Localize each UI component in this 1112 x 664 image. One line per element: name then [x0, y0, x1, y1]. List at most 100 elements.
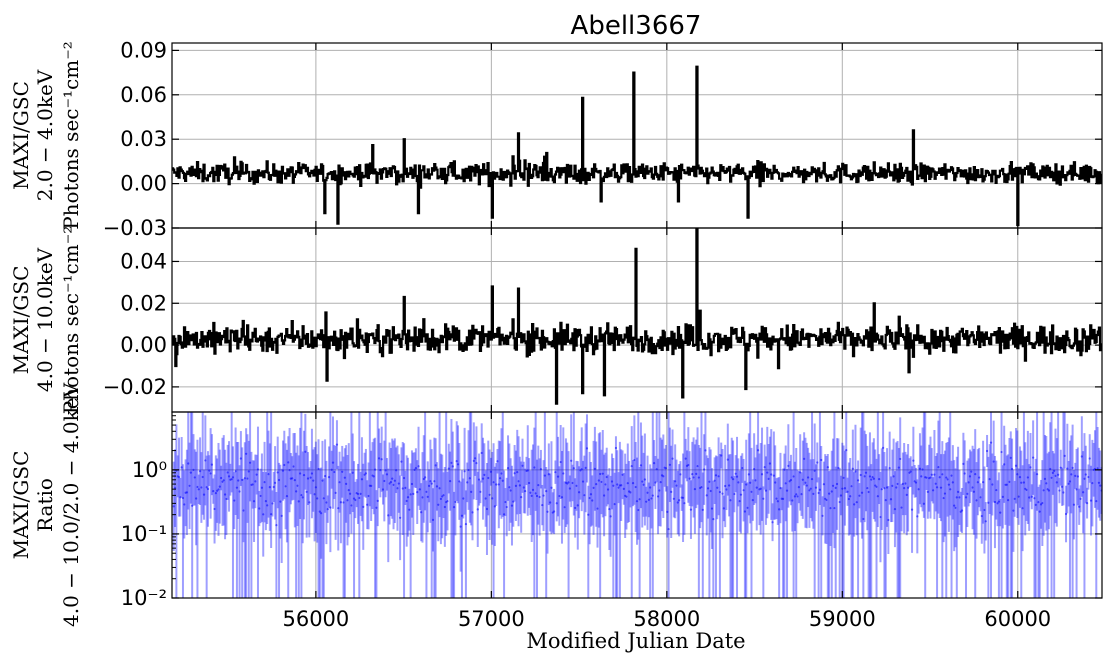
ratio-point: [866, 486, 869, 490]
ratio-point: [546, 510, 549, 513]
ratio-point: [214, 492, 217, 495]
ratio-point: [588, 496, 591, 500]
ratio-point: [883, 487, 886, 490]
ratio-point: [1047, 489, 1051, 492]
ratio-point: [222, 479, 225, 482]
ratio-point: [1033, 497, 1036, 500]
ratio-point: [672, 497, 675, 500]
ratio-point: [567, 481, 570, 484]
ratio-point: [687, 463, 690, 467]
ratio-point: [412, 492, 415, 495]
y-axis-label: Ratio: [33, 478, 57, 532]
ratio-point: [1025, 488, 1028, 492]
ratio-point: [550, 486, 553, 489]
ratio-point: [800, 493, 803, 496]
ratio-point: [408, 508, 411, 511]
ratio-point: [820, 458, 823, 462]
ratio-point: [960, 509, 964, 512]
ratio-point: [1041, 501, 1044, 505]
y-tick-label: 0.04: [120, 249, 167, 273]
ratio-point: [279, 500, 282, 503]
ratio-point: [812, 492, 815, 496]
ratio-point: [1080, 455, 1083, 458]
ratio-point: [505, 505, 508, 509]
ratio-point: [1045, 482, 1048, 485]
ratio-point: [847, 497, 850, 501]
ratio-point: [346, 499, 349, 502]
ratio-point: [313, 493, 316, 496]
ratio-point: [997, 500, 1001, 503]
panel-frame: [171, 411, 1103, 599]
ratio-point: [1058, 489, 1061, 492]
ratio-point: [406, 496, 410, 499]
ratio-point: [388, 482, 391, 485]
ratio-point: [460, 514, 464, 517]
ratio-point: [984, 520, 987, 523]
ratio-point: [574, 506, 577, 510]
ratio-point: [914, 481, 918, 484]
ratio-point: [539, 468, 543, 471]
ratio-point: [999, 511, 1002, 514]
ratio-point: [506, 467, 510, 470]
ratio-point: [560, 496, 564, 499]
ratio-point: [404, 486, 407, 489]
ratio-point: [1034, 503, 1037, 506]
ratio-point: [638, 498, 641, 501]
ratio-point: [855, 501, 858, 504]
ratio-point: [764, 489, 768, 492]
ratio-point: [921, 468, 924, 471]
ratio-point: [517, 480, 520, 483]
ratio-point: [488, 493, 491, 496]
ratio-point: [1053, 469, 1056, 472]
ratio-point: [629, 491, 632, 494]
ratio-point: [708, 480, 711, 483]
ratio-point: [258, 507, 261, 510]
ratio-point: [822, 483, 825, 486]
ratio-point: [967, 481, 970, 484]
ratio-point: [587, 513, 590, 516]
ratio-point: [724, 484, 727, 488]
ratio-point: [1049, 467, 1052, 471]
ratio-point: [751, 499, 754, 502]
ratio-point: [585, 447, 589, 450]
ratio-point: [231, 476, 235, 479]
ratio-point: [678, 499, 681, 502]
ratio-point: [608, 507, 611, 511]
ratio-point: [881, 446, 885, 449]
ratio-point: [475, 462, 478, 465]
ratio-point: [352, 497, 356, 500]
ratio-point: [262, 513, 265, 516]
ratio-point: [405, 499, 408, 503]
ratio-point: [463, 470, 466, 473]
ratio-point: [606, 488, 610, 491]
ratio-point: [1037, 501, 1040, 504]
ratio-point: [1088, 457, 1091, 460]
ratio-point: [1035, 473, 1039, 476]
ratio-point: [862, 517, 865, 521]
panel-2: 0.04 0.02 0.00 −0.02 MAXI/GSC 4.0 − 10.0keV Ph…: [9, 226, 1103, 414]
ratio-point: [204, 459, 207, 462]
ratio-point: [518, 484, 521, 487]
ratio-point: [918, 467, 922, 470]
ratio-point: [260, 486, 264, 489]
ratio-point: [471, 511, 474, 514]
ratio-point: [647, 498, 650, 501]
y-tick-label: 0.03: [120, 127, 167, 151]
ratio-point: [280, 514, 283, 517]
ratio-point: [458, 480, 461, 483]
ratio-point: [776, 500, 779, 503]
ratio-point: [683, 502, 686, 505]
ratio-point: [810, 477, 814, 481]
ratio-point: [468, 477, 471, 480]
ratio-point: [335, 443, 339, 446]
ratio-point: [667, 527, 670, 531]
ratio-point: [537, 484, 540, 487]
ratio-point: [470, 490, 473, 493]
ratio-point: [452, 506, 456, 509]
ratio-point: [225, 497, 228, 501]
ratio-point: [656, 495, 660, 498]
ratio-point: [592, 486, 595, 489]
ratio-point: [837, 466, 840, 470]
ratio-point: [193, 476, 196, 479]
ratio-point: [435, 485, 439, 488]
